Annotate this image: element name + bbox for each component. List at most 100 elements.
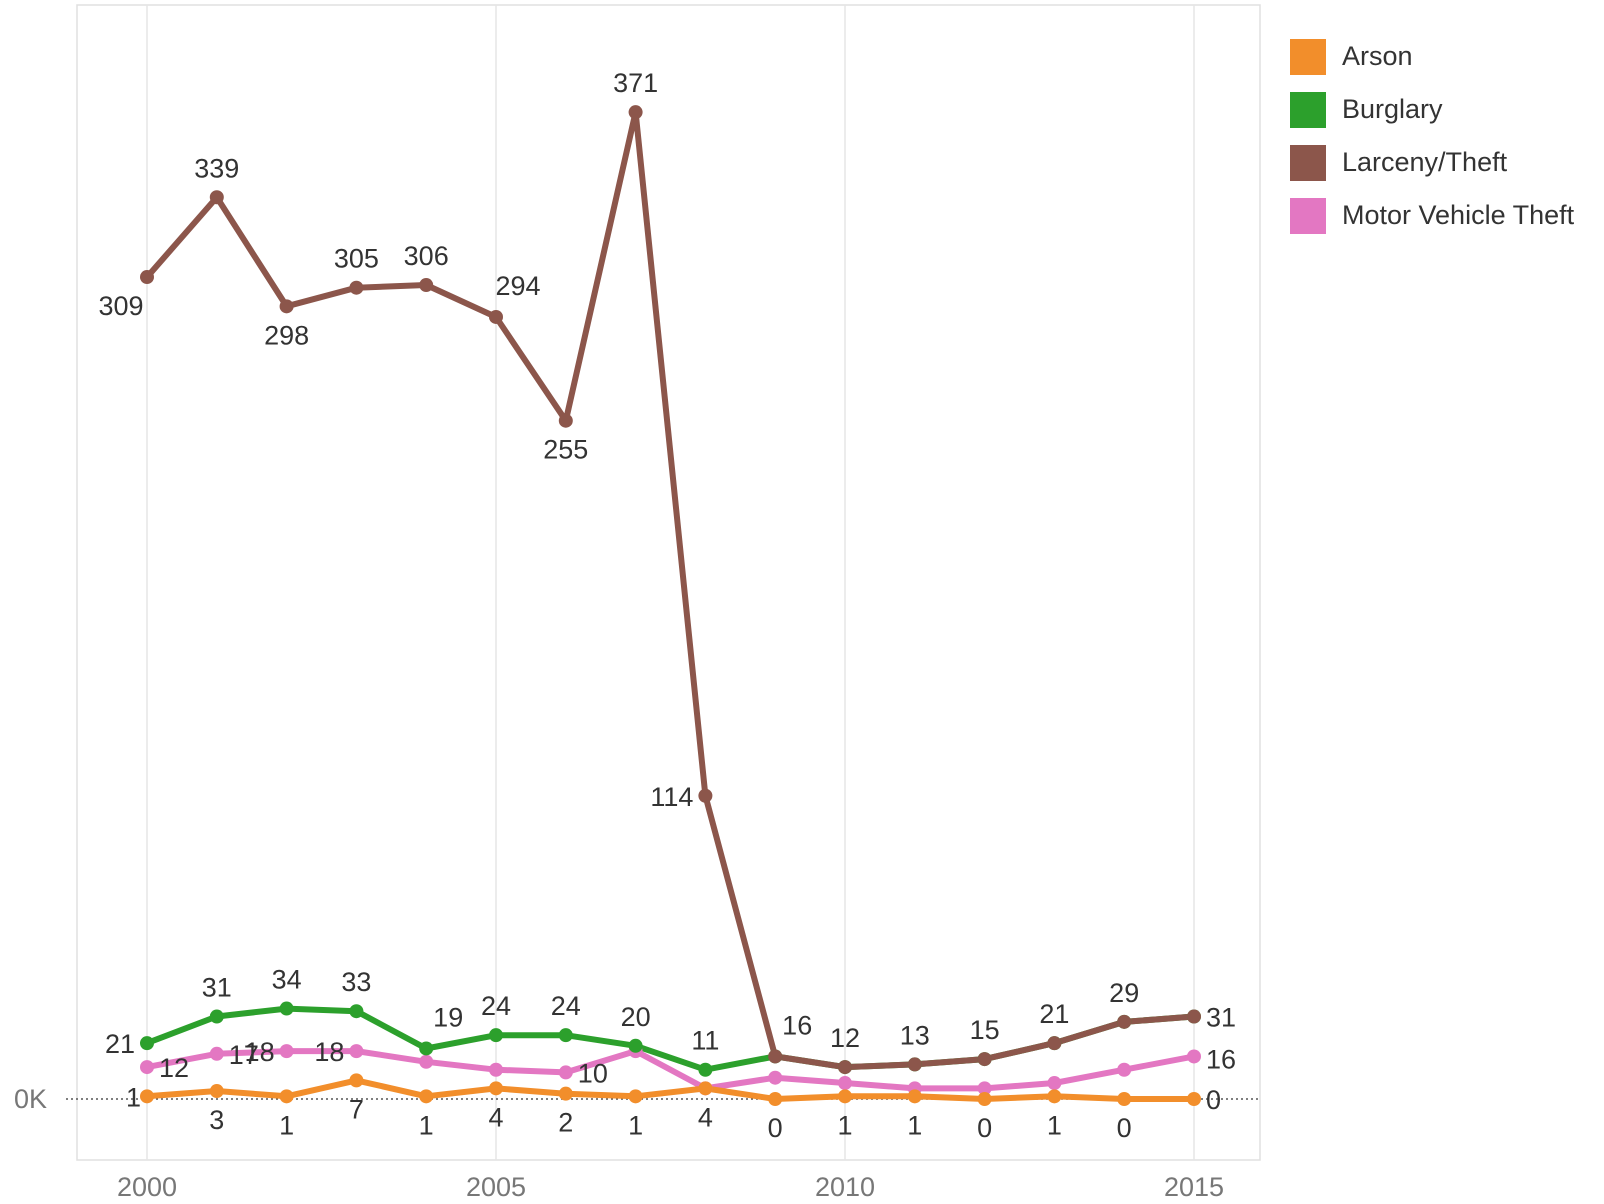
data-label: 10 <box>578 1058 608 1088</box>
data-label: 13 <box>900 1020 930 1050</box>
series-line-larceny-theft <box>144 109 1197 1071</box>
data-point <box>279 1001 294 1016</box>
data-point <box>1187 1049 1201 1064</box>
data-label: 294 <box>495 271 540 301</box>
y-tick-label: 0K <box>14 1084 47 1114</box>
legend: Arson Burglary Larceny/Theft Motor Vehicle … <box>1290 30 1574 242</box>
data-label: 1 <box>279 1110 294 1140</box>
data-label: 309 <box>98 291 143 321</box>
series-points <box>140 105 1201 1106</box>
data-label: 24 <box>481 991 511 1021</box>
data-point <box>279 1089 294 1104</box>
data-label: 306 <box>404 241 449 271</box>
legend-item[interactable]: Arson <box>1290 30 1574 83</box>
data-label: 114 <box>650 782 693 812</box>
data-point <box>558 1065 573 1080</box>
x-tick-label: 2015 <box>1164 1172 1224 1202</box>
data-point <box>489 1081 503 1096</box>
data-point <box>768 1049 783 1064</box>
legend-swatch <box>1290 38 1326 75</box>
data-label: 12 <box>830 1023 860 1053</box>
data-point <box>489 1028 503 1043</box>
data-point <box>698 788 713 803</box>
data-point <box>140 1089 154 1104</box>
data-point <box>768 1070 783 1085</box>
data-label: 4 <box>698 1102 713 1132</box>
data-label: 29 <box>1109 978 1139 1008</box>
legend-item[interactable]: Larceny/Theft <box>1290 136 1574 189</box>
data-label: 15 <box>970 1015 1000 1045</box>
data-label: 31 <box>202 973 232 1003</box>
data-point <box>838 1060 852 1075</box>
data-label: 371 <box>613 68 658 98</box>
data-point <box>1117 1062 1132 1077</box>
data-point <box>1187 1009 1201 1024</box>
data-point <box>698 1062 713 1077</box>
data-point <box>1117 1092 1132 1106</box>
data-point <box>140 1036 154 1051</box>
data-label: 0 <box>1117 1113 1132 1143</box>
legend-swatch <box>1290 91 1326 128</box>
data-label: 24 <box>551 991 581 1021</box>
data-point <box>628 1089 643 1104</box>
data-point <box>209 1084 224 1099</box>
data-point <box>489 1062 503 1077</box>
data-label: 339 <box>194 153 239 183</box>
data-point <box>907 1089 922 1104</box>
data-label: 305 <box>334 244 379 274</box>
data-point <box>628 1038 643 1053</box>
data-label: 11 <box>691 1026 719 1056</box>
legend-swatch <box>1290 197 1326 234</box>
data-point <box>1047 1089 1062 1104</box>
x-tick-label: 2000 <box>117 1172 177 1202</box>
series-line-arson <box>144 1077 1197 1102</box>
series-lines <box>144 109 1197 1102</box>
legend-swatch <box>1290 144 1326 181</box>
data-label: 34 <box>272 965 302 995</box>
x-tick-label: 2005 <box>466 1172 526 1202</box>
legend-label: Motor Vehicle Theft <box>1342 200 1575 230</box>
data-label: 21 <box>105 1029 135 1059</box>
plot-frame <box>76 4 1261 1161</box>
series-line-motor-vehicle-theft <box>144 1048 1197 1092</box>
data-label: 0 <box>1206 1085 1221 1115</box>
legend-item[interactable]: Motor Vehicle Theft <box>1290 189 1574 242</box>
axis-ticks: 2000 2005 2 0 1 0 2015 0K <box>14 1084 1224 1202</box>
data-point <box>838 1076 852 1091</box>
data-label: 33 <box>341 967 371 997</box>
data-label: 1 <box>126 1082 141 1112</box>
data-point <box>628 105 643 120</box>
data-point <box>489 309 503 324</box>
data-point <box>1117 1014 1132 1029</box>
data-label: 16 <box>782 1010 812 1040</box>
data-label: 1 <box>1047 1110 1062 1140</box>
data-point <box>558 1028 573 1043</box>
data-point <box>838 1089 852 1104</box>
data-point <box>209 190 224 205</box>
data-point <box>209 1046 224 1061</box>
data-point <box>209 1009 224 1024</box>
data-label: 255 <box>543 435 588 465</box>
data-label: 20 <box>621 1002 651 1032</box>
data-point <box>349 280 364 295</box>
data-label: 19 <box>433 1002 463 1032</box>
data-label: 298 <box>264 320 309 350</box>
data-point <box>558 413 573 428</box>
data-point <box>349 1044 364 1059</box>
data-point <box>140 270 154 285</box>
data-label: 0 <box>977 1113 992 1143</box>
data-point <box>279 299 294 314</box>
data-point <box>419 1054 434 1069</box>
data-point <box>907 1057 922 1072</box>
data-label: 21 <box>1039 999 1069 1029</box>
legend-item[interactable]: Burglary <box>1290 83 1574 136</box>
data-point <box>140 1060 154 1075</box>
data-label: 1 <box>837 1110 852 1140</box>
data-point <box>419 1041 434 1056</box>
data-label: 2 <box>558 1108 573 1138</box>
legend-label: Burglary <box>1342 94 1443 124</box>
data-point <box>977 1081 992 1096</box>
data-point <box>419 278 434 293</box>
data-label: 0 <box>768 1113 783 1143</box>
